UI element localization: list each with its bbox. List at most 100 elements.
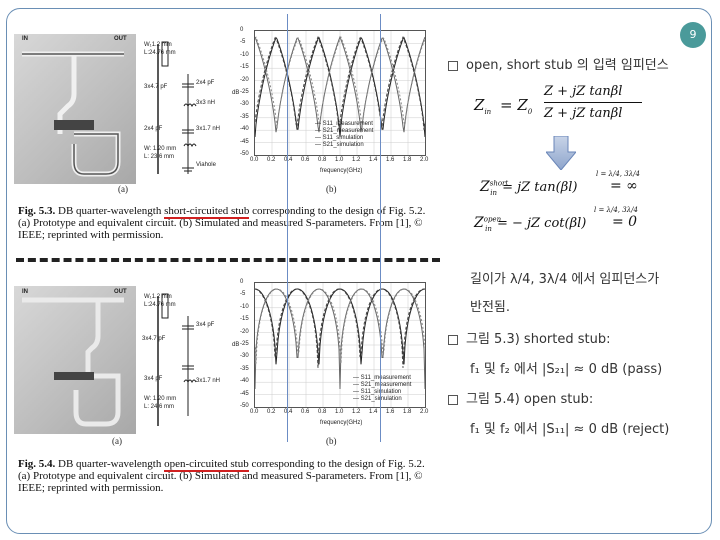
x-tick-label: 1.2 [352,409,361,415]
zin-numerator: Z + jZ tanβl [544,84,623,99]
y-tick-label: -30 [240,353,249,360]
fig53-ind2-label: 3x1.7 nH [196,126,221,132]
fig53-ylabel: dB [232,90,240,96]
fig53-cap3-label: 2x4 pF [144,126,163,132]
zin-denominator: Z + jZ tanβl [544,106,623,121]
legend-entry: — S11_measurement [353,375,411,381]
y-tick-label: -25 [240,89,249,95]
fig54-ind-label: 3x1.7 nH [196,378,221,384]
fig54-caption-pre: DB quarter-wavelength [58,458,165,470]
x-tick-label: 1.6 [386,409,395,415]
fig54-caption-num: Fig. 5.4. [18,458,56,470]
fig53-ind-label: 3x3 nH [196,100,216,106]
short-condition: l = λ/4, 3λ/4 [596,170,640,178]
fig54-caption-highlight: open-circuited stub [164,458,249,472]
x-tick-label: 1.0 [335,157,344,163]
x-tick-label: 0.4 [284,409,293,415]
fig53-caption-post: corresponding to the design of Fig. 5.2.… [18,205,426,241]
y-tick-label: 0 [240,27,244,33]
bullet-heading: open, short stub 의 입력 임피던스 [448,54,669,73]
fig53-circuit: W₁1.2 mm L:24.76 mm 3x4.7 pF 2x4 pF 3x3 … [138,34,238,184]
x-tick-label: 2.0 [420,157,429,163]
fig54-w-label: W: 1.20 mm [144,396,177,402]
fig53-cap1-label: 3x4.7 pF [144,84,168,90]
open-value: = 0 [612,214,638,230]
note-line-1: 길이가 λ/4, 3λ/4 에서 임피던스가 [470,272,660,287]
open-lhs: Z [474,215,484,231]
shorted-text: 그림 5.3) shorted stub: [466,332,611,347]
fig54-caption-post: corresponding to the design of Fig. 5.2.… [18,458,425,494]
shorted-detail: f₁ 및 f₂ 에서 |S₂₁| ≈ 0 dB (pass) [470,362,663,377]
fig54-w1-label: W₁1.2 mm [144,294,172,300]
legend-entry: — S11_simulation [315,135,364,141]
legend-entry: — S21_simulation [353,396,402,402]
page-number-badge: 9 [680,22,706,48]
y-tick-label: -45 [240,390,249,397]
x-tick-label: 0.8 [318,157,327,163]
guide-line-f2 [380,14,381,442]
fig53-xlabel: frequency(GHz) [320,168,363,174]
legend-entry: — S11_measurement [315,121,373,127]
y-tick-label: -45 [240,138,249,145]
s-parameter-curve [255,35,425,130]
fig54-l-label: L: 24.6 mm [144,404,175,410]
fig53-stub-trace [22,51,124,177]
fig53-cap2-label: 2x4 pF [196,80,215,86]
fig54-sublabel-a: (a) [112,436,122,446]
y-tick-label: -40 [240,378,249,385]
fig54-out-label: OUT [114,289,127,295]
fig53-in-label: IN [22,36,28,42]
x-tick-label: 0.6 [301,409,310,415]
fig54-xlabel: frequency(GHz) [320,420,363,426]
zin-short-equation: Zshortin = jZ tan(βl) l = λ/4, 3λ/4 = ∞ [480,170,640,197]
y-tick-label: -40 [240,126,249,133]
y-tick-label: -5 [240,39,246,46]
zin-open-equation: Zopenin = − jZ cot(βl) l = λ/4, 3λ/4 = 0 [474,206,638,233]
y-tick-label: -35 [240,113,249,120]
x-tick-label: 1.4 [369,157,378,163]
legend-entry: — S21_measurement [353,382,412,388]
open-condition: l = λ/4, 3λ/4 [594,206,638,214]
x-tick-label: 0.0 [250,157,259,163]
heading-text: open, short stub 의 입력 임피던스 [466,58,669,73]
zin-lhs: Zin [474,96,492,116]
fig53-caption-highlight: short-circuited stub [164,205,250,219]
x-tick-label: 1.2 [352,157,361,163]
note-line-2: 반전됨. [470,300,511,315]
x-tick-label: 1.0 [335,409,344,415]
y-tick-label: -10 [240,51,249,58]
short-lhs: Z [480,179,490,195]
x-tick-label: 0.0 [250,409,259,415]
fig53-via-label: Viahole [196,162,216,168]
fig53-l-label: L: 23.6 mm [144,154,175,160]
s-parameter-curve [255,288,425,368]
y-tick-label: -10 [240,303,249,310]
bullet-shorted: 그림 5.3) shorted stub: [448,328,610,347]
fig54-sparam-plot: — S11_measurement — S21_measurement — S11_… [254,282,426,408]
fig53-caption-num: Fig. 5.3. [18,205,56,217]
fig53-out-label: OUT [114,36,127,42]
y-tick-label: -50 [240,403,249,409]
y-tick-label: -20 [240,328,249,335]
short-rhs: = jZ tan(βl) [502,180,578,195]
y-tick-label: 0 [240,279,244,285]
fig53-l1-label: L:24.76 mm [144,50,176,56]
fig53-w1-label: W₁1.2 mm [144,42,172,48]
y-tick-label: -20 [240,76,249,83]
fig53-w-label: W: 1.20 mm [144,146,177,152]
x-tick-label: 1.8 [403,409,412,415]
open-rhs: = − jZ cot(βl) [496,216,587,231]
x-tick-label: 0.4 [284,157,293,163]
fig54-cap3-label: 3x4 pF [144,376,163,382]
x-tick-label: 1.4 [369,409,378,415]
open-detail: f₁ 및 f₂ 에서 |S₁₁| ≈ 0 dB (reject) [470,422,670,437]
fig53-caption-pre: DB quarter-wavelength [58,205,165,217]
fig54-ylabel: dB [232,342,240,348]
y-tick-label: -15 [240,316,249,323]
fig54-circuit: W₁1.2 mm L:24.76 mm 3x4 pF 3x4.7 pF 3x4 … [138,286,238,434]
y-tick-label: -15 [240,64,249,71]
slide-frame [6,8,712,534]
y-tick-label: -30 [240,101,249,108]
guide-line-f1 [287,14,288,442]
y-tick-label: -50 [240,151,249,157]
